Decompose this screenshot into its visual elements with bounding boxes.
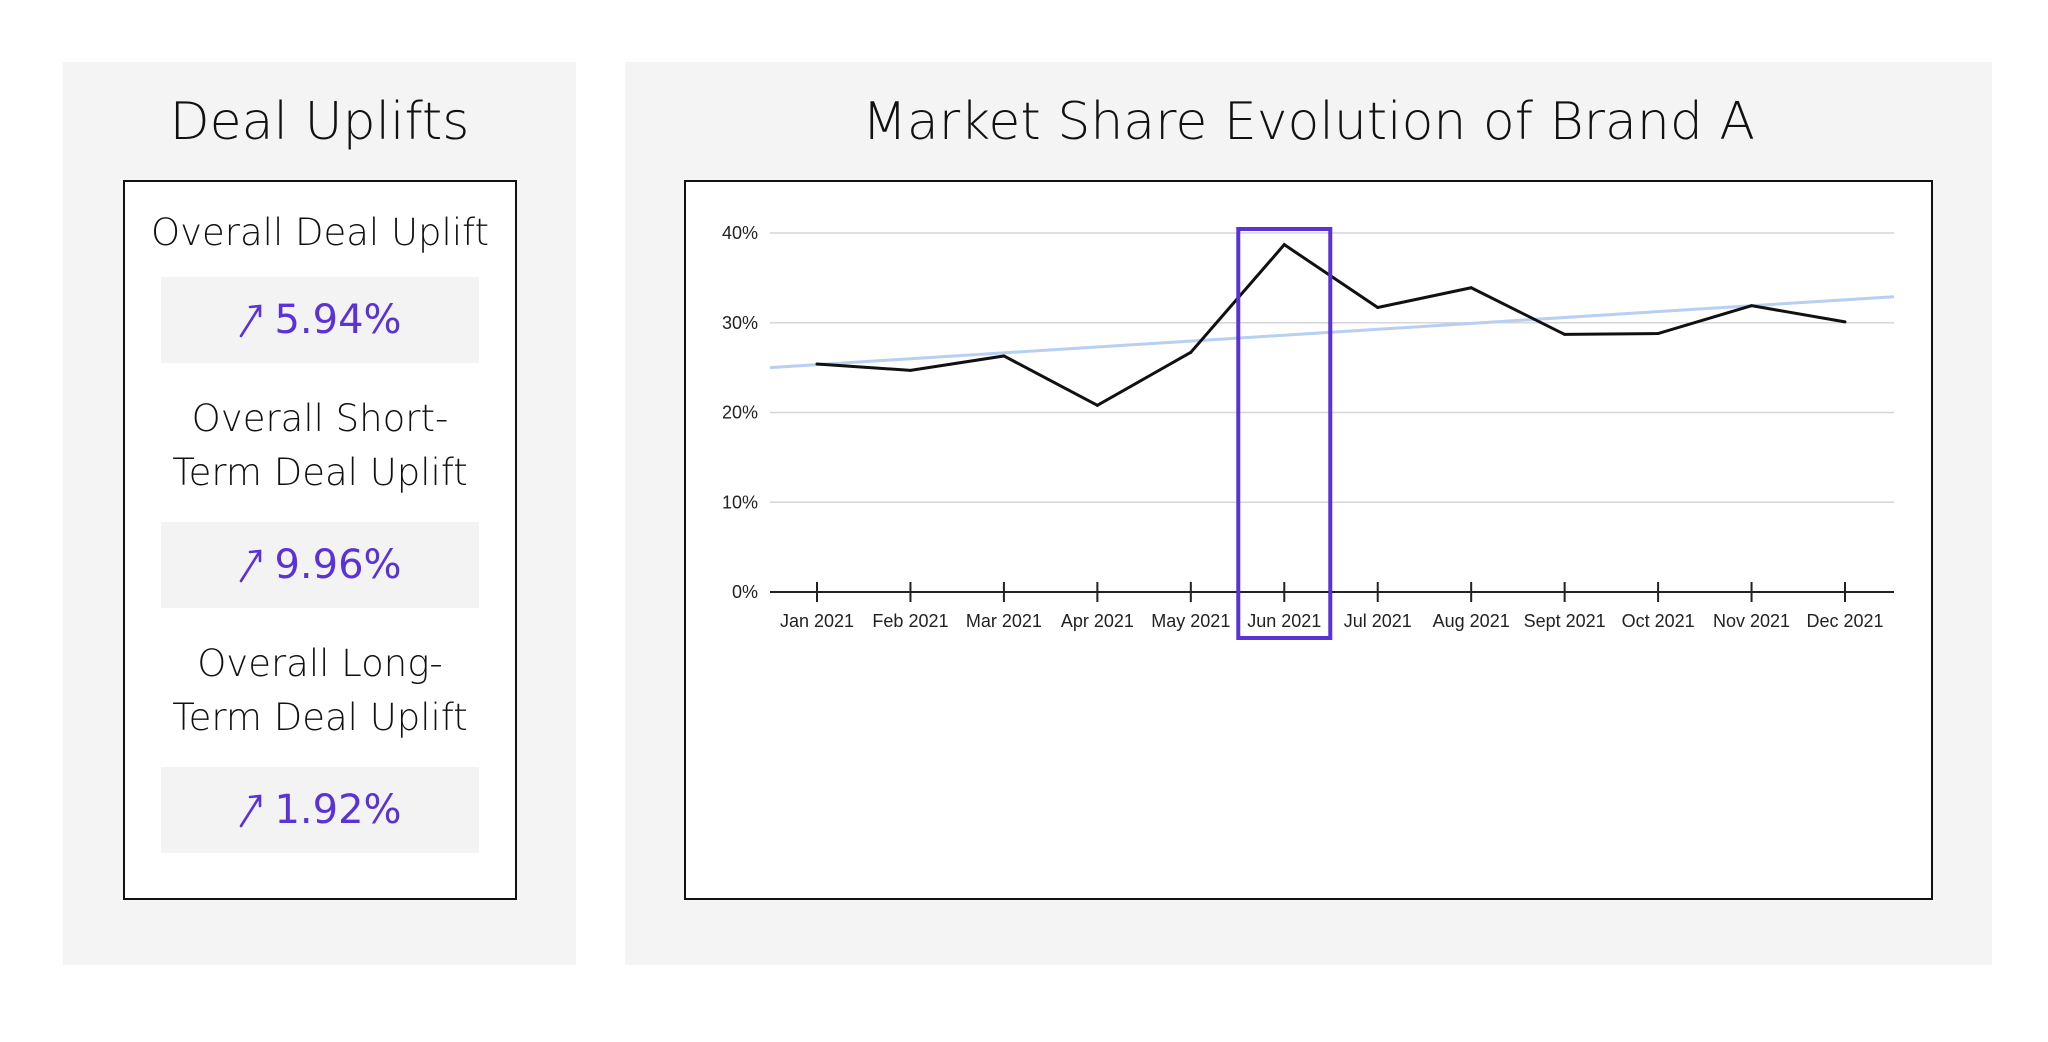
x-tick-label: Nov 2021 <box>1713 611 1790 631</box>
overall-long-term-deal-uplift-value: 1.92% <box>274 787 402 833</box>
market-share-panel: Market Share Evolution of Brand A 0% 10% 2… <box>625 62 1992 965</box>
data-point <box>1563 332 1567 336</box>
data-point <box>1095 403 1099 407</box>
market-share-line-chart: 0% 10% 20% 30% 40% Jan 2021 Feb 2021 Mar 2021 Ap… <box>722 223 1895 640</box>
x-tick-label: May 2021 <box>1151 611 1230 631</box>
market-share-title: Market Share Evolution of Brand A <box>862 92 1755 152</box>
overall-short-term-deal-uplift-value: 9.96% <box>274 542 402 588</box>
data-point <box>1376 305 1380 309</box>
overall-deal-uplift-value-box: 5.94% <box>161 277 479 363</box>
overall-deal-uplift-value: 5.94% <box>274 297 402 343</box>
highlight-box <box>1236 227 1333 640</box>
x-tick-label: Aug 2021 <box>1433 611 1510 631</box>
data-point <box>1002 354 1006 358</box>
deal-uplifts-title: Deal Uplifts <box>169 92 470 152</box>
data-point <box>815 362 819 366</box>
deal-uplifts-panel: Deal Uplifts Overall Deal Uplift 5.94% O… <box>63 62 576 965</box>
x-tick-label: Jan 2021 <box>780 611 854 631</box>
x-tick-label: Apr 2021 <box>1061 611 1134 631</box>
chart-card: 0% 10% 20% 30% 40% Jan 2021 Feb 2021 Mar 2021 Ap… <box>684 180 1933 900</box>
data-point <box>1469 286 1473 290</box>
x-tick-label: Mar 2021 <box>966 611 1042 631</box>
x-tick-label: Dec 2021 <box>1806 611 1883 631</box>
arrow-up-right-icon <box>240 304 262 338</box>
data-point <box>1843 320 1847 324</box>
data-point <box>1750 304 1754 308</box>
y-tick-label: 30% <box>722 313 758 333</box>
x-tick-label: Jun 2021 <box>1247 611 1321 631</box>
data-point <box>1656 332 1660 336</box>
x-tick-label: Feb 2021 <box>872 611 948 631</box>
x-tick-label: Oct 2021 <box>1622 611 1695 631</box>
x-tick-label: Sept 2021 <box>1524 611 1606 631</box>
overall-long-term-deal-uplift-label: Overall Long- Term Deal Uplift <box>172 642 468 739</box>
data-point <box>1282 243 1286 247</box>
overall-deal-uplift-label: Overall Deal Uplift <box>151 211 489 254</box>
overall-short-term-deal-uplift-label: Overall Short- Term Deal Uplift <box>172 397 468 494</box>
x-tick-label: Jul 2021 <box>1344 611 1412 631</box>
arrow-up-right-icon <box>240 549 262 583</box>
y-tick-label: 20% <box>722 403 758 423</box>
overall-long-term-deal-uplift-value-box: 1.92% <box>161 767 479 853</box>
data-point <box>1189 350 1193 354</box>
data-point <box>908 368 912 372</box>
y-tick-label: 0% <box>732 582 758 602</box>
y-tick-label: 40% <box>722 223 758 243</box>
arrow-up-right-icon <box>240 794 262 828</box>
y-tick-label: 10% <box>722 492 758 512</box>
uplift-card: Overall Deal Uplift 5.94% Overall Short-… <box>123 180 517 900</box>
overall-short-term-deal-uplift-value-box: 9.96% <box>161 522 479 608</box>
